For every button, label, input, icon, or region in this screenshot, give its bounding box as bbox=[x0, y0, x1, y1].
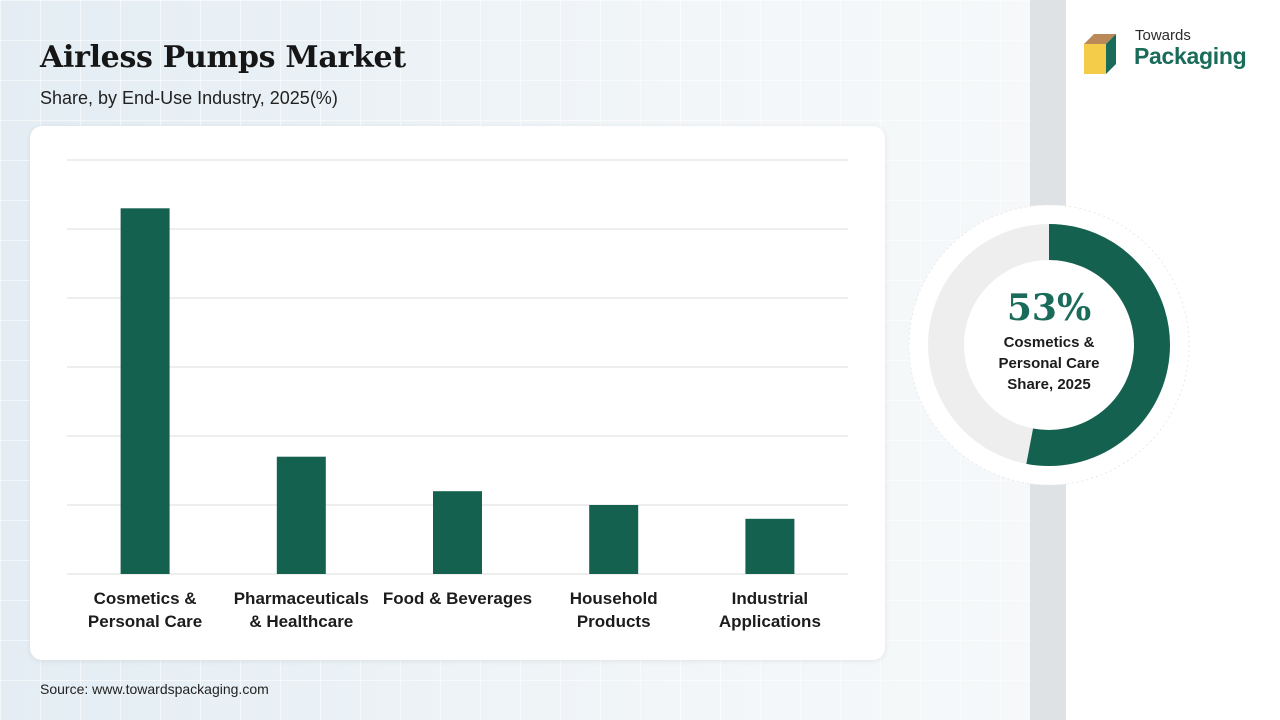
x-tick-label: Food & Beverages bbox=[383, 589, 532, 608]
highlight-caption-line: Personal Care bbox=[998, 354, 1100, 372]
x-tick-label: Pharmaceuticals bbox=[234, 589, 369, 608]
x-tick-label: Applications bbox=[719, 612, 821, 631]
chart-subtitle: Share, by End-Use Industry, 2025(%) bbox=[40, 88, 338, 108]
x-tick-label: Cosmetics & bbox=[94, 589, 197, 608]
donut-segment bbox=[1026, 224, 1170, 466]
x-tick-label: Household bbox=[570, 589, 658, 608]
bar bbox=[433, 491, 482, 574]
highlight-value: 53% bbox=[1006, 286, 1092, 329]
bar bbox=[589, 505, 639, 574]
x-tick-label: Personal Care bbox=[88, 612, 202, 631]
bar bbox=[745, 518, 795, 574]
package-box-icon bbox=[1084, 34, 1116, 74]
x-tick-label: Industrial bbox=[732, 589, 809, 608]
chart-title: Airless Pumps Market bbox=[40, 40, 406, 75]
brand-name-top: Towards bbox=[1135, 27, 1191, 44]
donut-chart bbox=[908, 204, 1190, 486]
highlight-caption-line: Share, 2025 bbox=[1007, 375, 1091, 393]
source-note: Source: www.towardspackaging.com bbox=[40, 681, 269, 697]
highlight-donut: 53% Cosmetics & Personal Care Share, 202… bbox=[906, 202, 1192, 488]
x-tick-label: Products bbox=[577, 612, 651, 631]
brand-name-bottom: Packaging bbox=[1134, 43, 1247, 69]
bar bbox=[120, 208, 170, 575]
chart-card: Cosmetics & Personal Care Pharmaceuticals &… bbox=[30, 126, 885, 660]
bar-chart: Cosmetics & Personal Care Pharmaceuticals &… bbox=[67, 159, 848, 631]
x-tick-label: & Healthcare bbox=[249, 612, 353, 631]
highlight-caption: Cosmetics & Personal Care Share, 2025 bbox=[974, 332, 1124, 395]
highlight-caption-line: Cosmetics & bbox=[1003, 333, 1095, 351]
bar bbox=[276, 456, 326, 574]
